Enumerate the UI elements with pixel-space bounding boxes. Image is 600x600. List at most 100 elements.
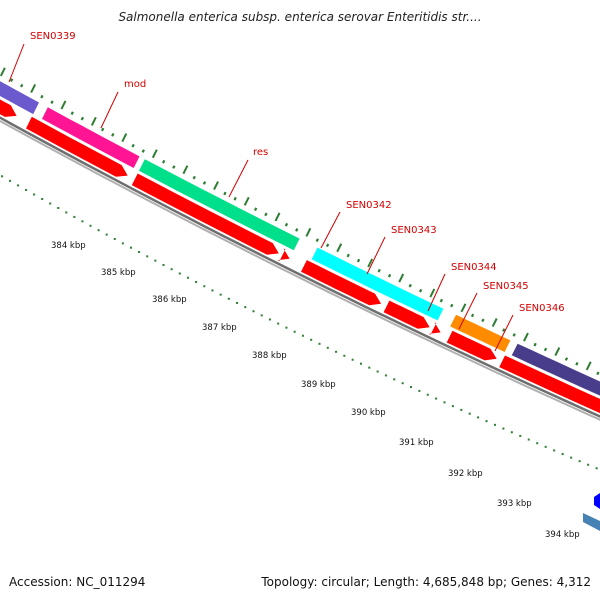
scale-dot	[73, 215, 76, 218]
outer-tick	[377, 268, 381, 273]
outer-tick	[575, 361, 579, 366]
gene-leader-line	[494, 314, 514, 352]
outer-tick	[554, 347, 561, 357]
scale-label: 388 kbp	[252, 351, 287, 361]
scale-dot	[485, 420, 488, 423]
gene-leader-line	[458, 292, 478, 330]
scale-dot	[57, 206, 60, 209]
scale-label: 394 kbp	[545, 530, 580, 540]
gene-label: SEN0345	[483, 281, 529, 292]
scale-dot	[138, 251, 141, 254]
res-feature	[139, 159, 300, 251]
scale-dot	[219, 293, 222, 296]
scale-dot	[435, 397, 438, 400]
scale-dot	[393, 378, 396, 381]
outer-tick	[460, 303, 467, 313]
scale-dot	[326, 346, 329, 349]
outer-tick	[450, 303, 454, 308]
cds-arrow	[301, 260, 382, 306]
gene-label: SEN0344	[451, 262, 497, 273]
scale-dot	[570, 456, 573, 459]
gene-leader-line	[320, 211, 341, 249]
features-layer	[0, 81, 600, 531]
scale-dot	[154, 259, 157, 262]
outer-tick	[264, 212, 268, 217]
scale-dot	[162, 263, 165, 266]
scale-dot	[203, 285, 206, 288]
outer-tick	[202, 181, 207, 185]
scale-dot	[129, 246, 132, 249]
scale-label: 389 kbp	[301, 380, 336, 390]
outer-tick	[585, 361, 592, 371]
sen0343-feature	[311, 247, 444, 321]
scale-dot	[81, 220, 84, 223]
outer-tick	[20, 83, 24, 88]
cds-arrow	[277, 248, 290, 261]
scale-dot	[418, 389, 421, 392]
outer-tick	[336, 243, 343, 253]
scale-label: 386 kbp	[152, 295, 187, 305]
scale-dot	[170, 268, 173, 271]
outer-tick	[0, 67, 6, 77]
scale-dot	[595, 467, 598, 470]
outer-tick	[243, 196, 250, 206]
gene-labels: SEN0339 mod res SEN0342 SEN0343 SEN0344 SEN034…	[8, 31, 565, 352]
cds-arrow	[0, 99, 17, 117]
sen0339-feature	[0, 81, 39, 115]
outer-tick	[50, 100, 54, 105]
cds-arrow	[428, 322, 441, 335]
cds-arrow	[26, 116, 128, 177]
outer-tick	[9, 78, 14, 82]
scale-dot	[146, 255, 149, 258]
outer-tick	[408, 283, 412, 288]
tick-marks	[0, 67, 600, 470]
scale-dot	[49, 202, 52, 205]
scale-dot	[1, 175, 4, 178]
outer-tick	[429, 288, 436, 298]
scale-dot	[493, 423, 496, 426]
scale-label: 393 kbp	[497, 499, 532, 509]
gene-label: res	[253, 147, 268, 158]
topology-summary: Topology: circular; Length: 4,685,848 bp…	[261, 575, 591, 589]
gene-label: SEN0346	[519, 303, 565, 314]
scale-dot	[318, 342, 321, 345]
scale-dot	[376, 370, 379, 373]
scale-dot	[519, 434, 522, 437]
scale-dot	[502, 427, 505, 430]
outer-tick	[233, 196, 237, 201]
outer-tick	[162, 159, 166, 164]
scale-dot	[260, 314, 263, 317]
mod-feature	[42, 107, 140, 168]
scale-dot	[301, 334, 304, 337]
scale-dot	[477, 416, 480, 419]
scale-dot	[252, 310, 255, 313]
small-feature	[594, 493, 600, 509]
scale-dot	[426, 393, 429, 396]
scale-dot	[536, 442, 539, 445]
scale-dot	[409, 386, 412, 389]
outer-tick	[564, 357, 569, 361]
scale-dot	[41, 198, 44, 201]
scale-dot	[351, 358, 354, 361]
scale-dot	[186, 276, 189, 279]
scale-dot	[89, 224, 92, 227]
outer-tick	[502, 328, 506, 332]
scale-dot	[468, 412, 471, 415]
gene-label: mod	[124, 79, 146, 90]
scale-label: 385 kbp	[101, 268, 136, 278]
scale-dot	[561, 453, 564, 456]
outer-tick	[90, 116, 97, 126]
scale-dot	[587, 463, 590, 466]
outer-tick	[40, 94, 44, 99]
scale-dot	[105, 233, 108, 236]
scale-dot	[9, 179, 12, 182]
scale-dot	[335, 350, 338, 353]
outer-tick	[346, 253, 350, 258]
gene-leader-line	[8, 43, 25, 83]
scale-label: 384 kbp	[51, 241, 86, 251]
scale-dot	[527, 438, 530, 441]
scale-dot	[343, 354, 346, 357]
accession-text: Accession: NC_011294	[9, 575, 146, 589]
